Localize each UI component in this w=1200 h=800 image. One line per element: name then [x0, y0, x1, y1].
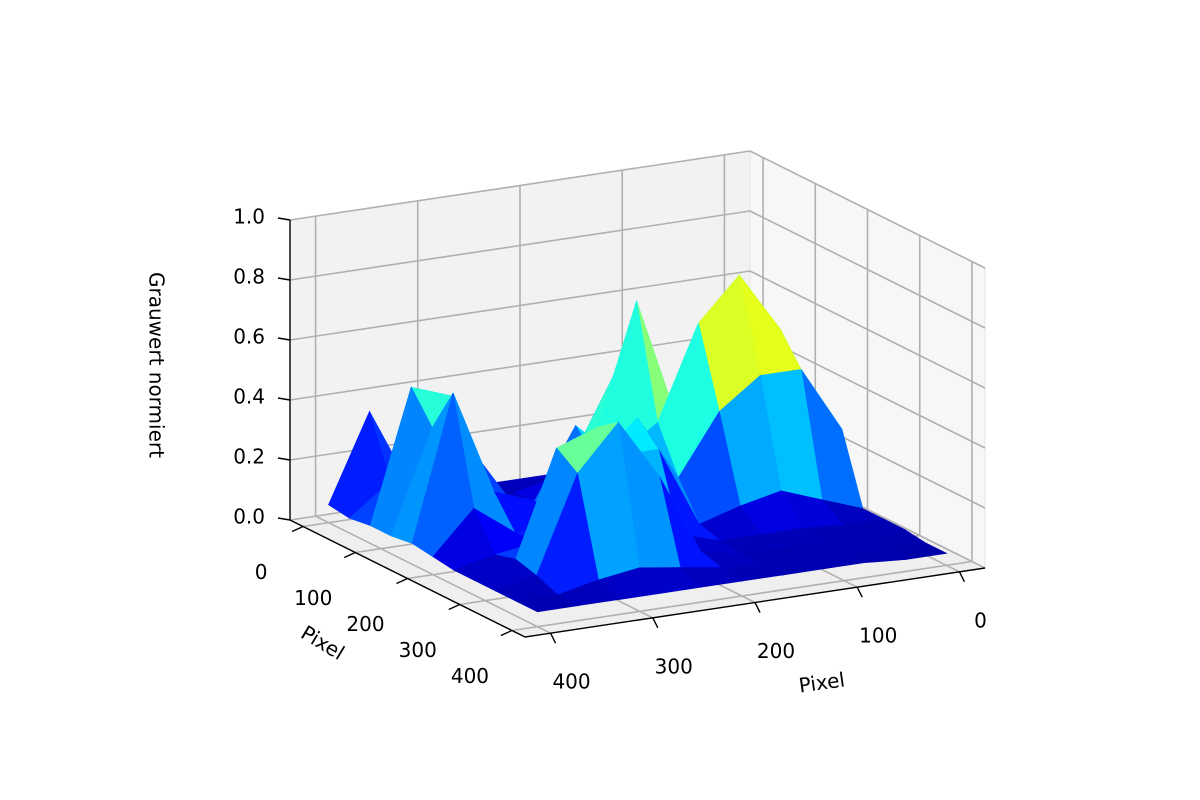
z-tick: [277, 217, 291, 221]
y-tick-label: 0: [255, 560, 268, 584]
grid-line: [289, 330, 751, 401]
z-tick-label: 0.6: [233, 325, 265, 349]
grid-line: [749, 150, 986, 269]
z-tick: [277, 277, 291, 281]
y-tick: [343, 551, 356, 559]
x-tick: [856, 586, 863, 598]
x-tick-label: 200: [757, 639, 795, 663]
y-tick-label: 300: [399, 638, 437, 662]
surface-cell: [515, 594, 580, 613]
z-tick: [277, 517, 291, 521]
x-tick: [549, 632, 557, 644]
grid-line: [749, 270, 986, 389]
grid-line: [289, 150, 751, 221]
y-tick: [396, 577, 408, 585]
x-tick-label: 300: [655, 654, 693, 678]
y-tick: [448, 603, 461, 611]
z-tick-label: 0.4: [233, 385, 265, 409]
z-tick-label: 1.0: [233, 205, 265, 229]
grid-line: [289, 210, 751, 281]
z-tick: [277, 397, 291, 401]
x-tick: [652, 617, 659, 629]
z-tick-label: 0.0: [233, 505, 265, 529]
y-tick-label: 400: [451, 664, 489, 688]
grid-line: [289, 270, 751, 341]
y-tick-label: 200: [346, 612, 384, 636]
grid-line: [511, 560, 973, 632]
y-tick: [291, 525, 304, 533]
grid-line: [749, 210, 986, 329]
y-axis-label: Pixel: [297, 621, 349, 665]
surface: [328, 273, 948, 613]
z-tick: [277, 457, 291, 461]
x-tick-label: 400: [552, 670, 590, 694]
x-tick-label: 0: [974, 608, 987, 632]
z-tick: [277, 337, 291, 341]
x-axis-label: Pixel: [797, 667, 846, 697]
y-tick-label: 100: [294, 586, 332, 610]
z-tick-label: 0.8: [233, 265, 265, 289]
z-tick-label: 0.2: [233, 445, 265, 469]
x-tick: [754, 602, 761, 613]
axes: 0 100 200 300 400 0 100 200 300 400 0.0 0.2 0.4 0.6 0.…: [233, 205, 987, 694]
z-axis-label: Grauwert normiert: [145, 272, 169, 458]
y-tick: [500, 629, 513, 637]
x-tick: [958, 571, 966, 583]
x-tick-label: 100: [859, 624, 897, 648]
